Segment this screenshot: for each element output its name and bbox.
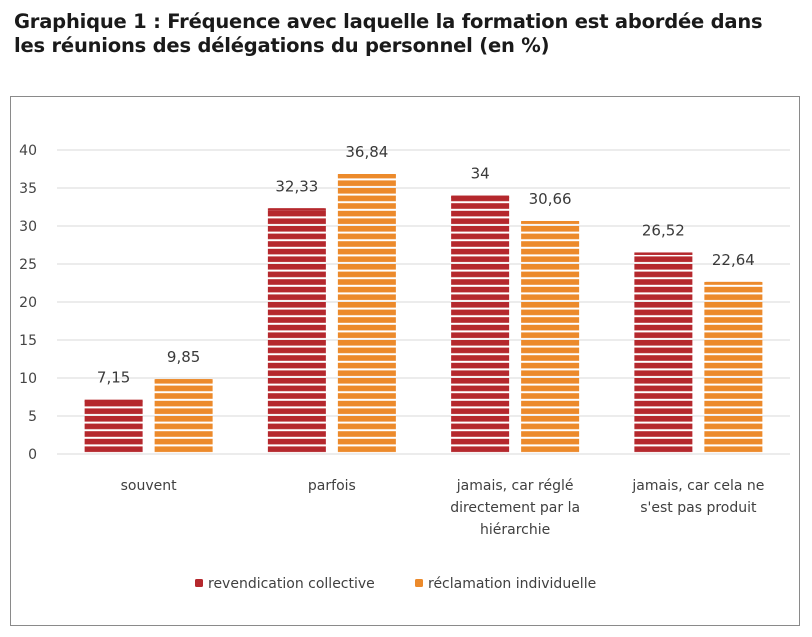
bar-cap bbox=[337, 174, 396, 177]
data-label: 26,52 bbox=[642, 221, 685, 239]
chart-title-line-1: Graphique 1 : Fréquence avec laquelle la… bbox=[14, 10, 763, 33]
data-label: 34 bbox=[471, 165, 490, 183]
y-tick-label: 10 bbox=[19, 371, 37, 387]
y-tick-label: 25 bbox=[19, 257, 37, 273]
bar-cap bbox=[154, 379, 213, 382]
y-tick-label: 5 bbox=[28, 409, 37, 425]
bar-cap bbox=[84, 399, 143, 403]
y-tick-label: 15 bbox=[19, 333, 37, 349]
legend-swatch bbox=[195, 579, 203, 587]
x-category-label: parfois bbox=[308, 478, 356, 494]
x-category-label: s'est pas produit bbox=[640, 500, 757, 516]
data-label: 7,15 bbox=[97, 369, 130, 387]
y-tick-label: 20 bbox=[19, 295, 37, 311]
y-tick-label: 40 bbox=[19, 143, 37, 159]
data-label: 9,85 bbox=[167, 348, 200, 366]
bar-revendication-collective bbox=[634, 252, 693, 454]
bar-cap bbox=[634, 252, 693, 255]
bar-reclamation-individuelle bbox=[521, 220, 580, 454]
x-category-label: jamais, car cela ne bbox=[631, 478, 764, 494]
chart-title-line-2: les réunions des délégations du personne… bbox=[14, 34, 550, 57]
x-category-label: jamais, car réglé bbox=[456, 478, 574, 494]
bar-cap bbox=[267, 208, 326, 211]
x-category-label: souvent bbox=[121, 478, 178, 494]
legend: revendication collective réclamation indi… bbox=[195, 576, 596, 592]
x-category-label: directement par la bbox=[450, 500, 580, 516]
legend-swatch bbox=[415, 579, 423, 587]
bar-reclamation-individuelle bbox=[704, 281, 763, 454]
bar-reclamation-individuelle bbox=[337, 174, 396, 455]
data-labels: 7,15 9,85 32,33 36,84 34 30,66 26,52 22,64 bbox=[97, 143, 755, 387]
bar-revendication-collective bbox=[267, 208, 326, 454]
bar-cap bbox=[451, 195, 510, 199]
y-tick-label: 30 bbox=[19, 219, 37, 235]
y-tick-label: 0 bbox=[28, 447, 37, 463]
legend-label: revendication collective bbox=[208, 576, 375, 592]
bar-cap bbox=[521, 220, 580, 224]
data-label: 30,66 bbox=[529, 190, 572, 208]
y-axis-ticks: 0 5 10 15 20 25 30 35 40 bbox=[19, 143, 37, 463]
data-label: 22,64 bbox=[712, 251, 755, 269]
bar-reclamation-individuelle bbox=[154, 379, 213, 454]
legend-label: réclamation individuelle bbox=[428, 576, 596, 592]
bar-revendication-collective bbox=[451, 195, 510, 454]
bars bbox=[84, 174, 763, 455]
category-labels: souvent parfois jamais, car réglé directeme… bbox=[121, 478, 765, 538]
data-label: 32,33 bbox=[275, 177, 318, 195]
chart-title: Graphique 1 : Fréquence avec laquelle la… bbox=[14, 10, 804, 58]
y-tick-label: 35 bbox=[19, 181, 37, 197]
data-label: 36,84 bbox=[345, 143, 388, 161]
bar-revendication-collective bbox=[84, 399, 143, 454]
bar-cap bbox=[704, 281, 763, 285]
x-category-label: hiérarchie bbox=[480, 522, 550, 538]
